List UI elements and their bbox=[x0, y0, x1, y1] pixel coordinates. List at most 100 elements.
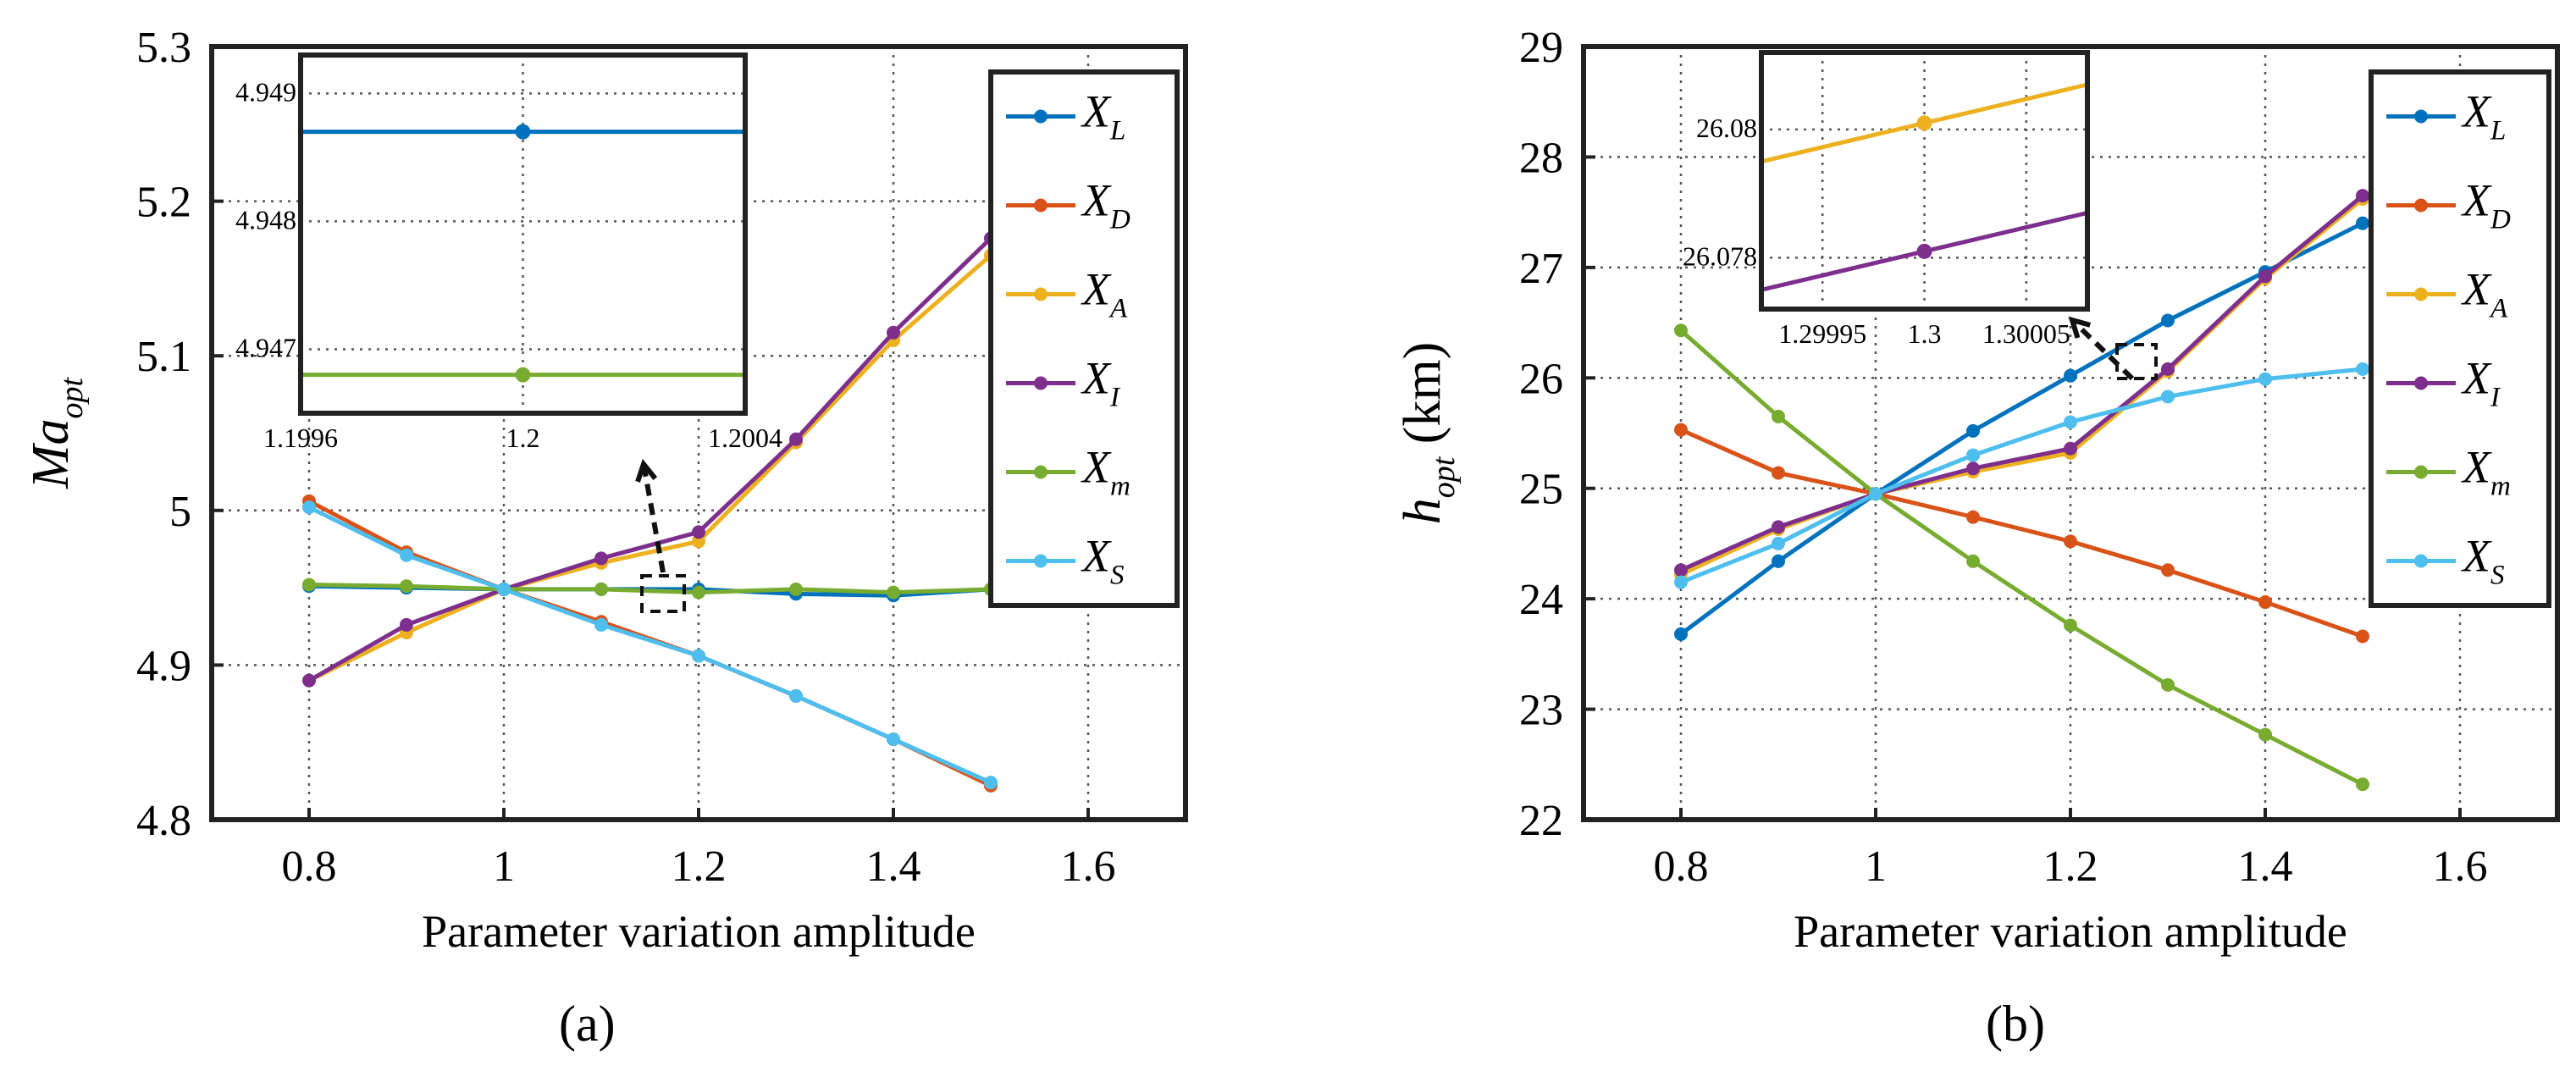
panel-a-inset-x-tick-label: 1.2004 bbox=[708, 423, 782, 453]
panel-a-point-m bbox=[789, 582, 803, 596]
panel-b-series-line-m bbox=[1679, 329, 2364, 787]
panel-b-x-tick-label: 0.8 bbox=[1654, 843, 1709, 891]
panel-a-zoom-arrow-head bbox=[635, 458, 658, 483]
panel-b-point-D bbox=[1674, 423, 1688, 437]
panel-b-point-S bbox=[1674, 575, 1688, 589]
panel-b-y-tick-label: 28 bbox=[1519, 134, 1563, 182]
panel-a-point-S bbox=[984, 776, 998, 790]
panel-b-inset-point bbox=[1916, 243, 1932, 259]
panel-a-point-S bbox=[887, 732, 900, 747]
panel-b-y-tick-label: 24 bbox=[1519, 576, 1563, 624]
panel-b-legend-label-A: XA bbox=[2461, 264, 2508, 324]
panel-a-point-I bbox=[400, 617, 413, 632]
panel-b-inset-x-tick-label: 1.3 bbox=[1908, 318, 1942, 349]
panel-a-legend-label-S: XS bbox=[1081, 531, 1125, 591]
panel-a-x-tick-label: 1.2 bbox=[672, 843, 727, 891]
panel-b-point-S bbox=[1966, 448, 1980, 462]
panel-a-point-S bbox=[400, 548, 413, 562]
panel-b-point-L bbox=[1772, 554, 1785, 568]
panel-a-point-I bbox=[692, 525, 705, 539]
panel-b-legend-marker-D bbox=[2414, 198, 2428, 213]
panel-b-point-m bbox=[2064, 618, 2077, 633]
panel-a-inset-point bbox=[515, 124, 531, 140]
panel-a-series-line-S bbox=[307, 505, 992, 785]
panel-a-inset-y-tick-label: 4.948 bbox=[235, 204, 296, 235]
panel-b-point-D bbox=[2356, 629, 2369, 644]
panel-a-series-line-I bbox=[307, 236, 992, 682]
panel-b-point-L bbox=[2161, 313, 2175, 328]
panel-a-legend-box bbox=[988, 69, 1180, 608]
panel-b-y-tick-label: 25 bbox=[1519, 466, 1563, 514]
panel-a-inset-x-tick-label: 1.2 bbox=[506, 423, 540, 453]
panel-b-point-L bbox=[2356, 216, 2369, 230]
panel-a-legend-marker-m bbox=[1034, 465, 1048, 479]
panel-a-legend-label-I: XI bbox=[1081, 353, 1121, 413]
panel-a-x-axis-label: Parameter variation amplitude bbox=[422, 906, 976, 957]
panel-a-inset-y-tick-label: 4.947 bbox=[235, 332, 296, 362]
panel-a-y-tick-label: 5.3 bbox=[136, 24, 191, 72]
panel-b-point-D bbox=[2161, 563, 2175, 577]
panel-a-x-tick-label: 1 bbox=[493, 843, 515, 891]
panel-b-point-I bbox=[1674, 563, 1688, 577]
panel-b-x-tick-label: 1.4 bbox=[2238, 843, 2293, 891]
panel-b-legend-label-I: XI bbox=[2461, 353, 2501, 413]
panel-a-y-tick-label: 5.2 bbox=[136, 179, 191, 227]
panel-b-series-line-L bbox=[1679, 221, 2364, 636]
panel-b-series-line-S bbox=[1680, 367, 2363, 584]
panel-a-point-m bbox=[887, 585, 900, 600]
panel-b-point-L bbox=[1966, 423, 1980, 438]
panel-b-point-S bbox=[2258, 372, 2272, 386]
panel-b-point-m bbox=[1674, 323, 1688, 338]
panel-b-inset-x-tick-label: 1.29995 bbox=[1778, 318, 1866, 349]
panel-a-y-tick-label: 4.8 bbox=[136, 797, 191, 845]
panel-b-point-D bbox=[1966, 510, 1980, 524]
panel-a-point-I bbox=[789, 432, 803, 446]
panel-b-zoom-region bbox=[2115, 343, 2158, 380]
panel-b-point-S bbox=[1772, 536, 1785, 550]
panel-a-point-S bbox=[594, 617, 608, 632]
panel-b-point-m bbox=[1772, 409, 1785, 423]
panel-a-point-S bbox=[692, 649, 705, 663]
panel-a-point-m bbox=[594, 582, 608, 596]
panel-a-y-tick-label: 5.1 bbox=[136, 333, 191, 381]
panel-a-point-m bbox=[302, 577, 316, 592]
panel-a-point-A bbox=[692, 534, 705, 549]
panel-b-x-axis-label: Parameter variation amplitude bbox=[1794, 906, 2347, 957]
panel-b-legend-marker-L bbox=[2414, 109, 2428, 124]
panel-a-point-I bbox=[594, 551, 608, 566]
panel-label-b: (b) bbox=[1986, 996, 2045, 1052]
panel-a-x-tick-label: 1.4 bbox=[866, 843, 921, 891]
panel-a-legend-label-L: XL bbox=[1081, 86, 1125, 146]
panel-a-inset-x-tick-label: 1.1996 bbox=[263, 423, 338, 453]
panel-a-series-line-A bbox=[307, 253, 992, 682]
panel-b-series-line-I bbox=[1679, 194, 2364, 572]
panel-b-series-line-D bbox=[1679, 428, 2363, 638]
panel-b-point-m bbox=[1966, 554, 1980, 568]
panel-label-a: (a) bbox=[559, 996, 616, 1052]
panel-a-legend-marker-L bbox=[1034, 109, 1048, 124]
panel-b-x-tick-label: 1.6 bbox=[2433, 843, 2488, 891]
panel-a-y-axis-label: Maopt bbox=[22, 376, 90, 489]
panel-b-point-D bbox=[2064, 534, 2077, 549]
panel-b-legend-marker-S bbox=[2414, 554, 2428, 568]
panel-b-y-tick-label: 22 bbox=[1519, 797, 1563, 845]
panel-a-point-m bbox=[400, 579, 413, 594]
panel-b-legend-marker-m bbox=[2414, 465, 2428, 479]
panel-b-point-I bbox=[2356, 189, 2369, 203]
panel-b-y-tick-label: 26 bbox=[1519, 355, 1563, 403]
panel-b-zoom-arrow-head bbox=[2068, 316, 2091, 339]
panel-b-inset-point bbox=[1916, 115, 1932, 131]
panel-b-point-m bbox=[2258, 727, 2272, 742]
panel-b-y-tick-label: 23 bbox=[1519, 687, 1563, 735]
panel-b-point-I bbox=[2258, 269, 2272, 284]
panel-b-inset-frame bbox=[1759, 50, 2090, 312]
panel-a-legend-label-D: XD bbox=[1081, 175, 1130, 235]
panel-a-point-S bbox=[789, 688, 803, 703]
panel-a-legend-marker-I bbox=[1034, 376, 1048, 390]
panel-a-point-m bbox=[692, 585, 705, 600]
panel-b-point-S bbox=[1869, 487, 1882, 501]
panel-b-point-I bbox=[2161, 362, 2175, 376]
panel-b-inset-y-tick-label: 26.08 bbox=[1696, 113, 1757, 143]
panel-a-point-I bbox=[887, 325, 900, 340]
